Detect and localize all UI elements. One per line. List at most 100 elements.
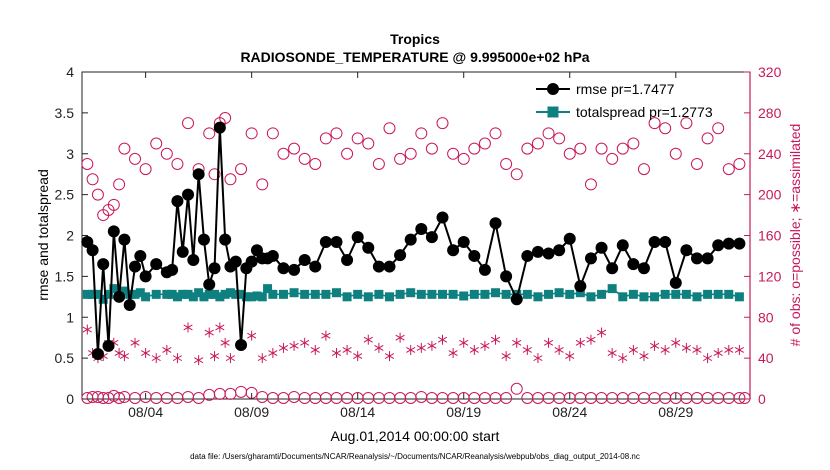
obs-assimilated-point [713, 348, 723, 359]
obs-assimilated-point [141, 348, 151, 359]
obs-possible-point [574, 142, 587, 155]
obs-possible-point [733, 157, 746, 170]
spread-point [188, 292, 198, 302]
rmse-point [118, 233, 131, 246]
rmse-point [606, 262, 619, 275]
spread-point [162, 289, 172, 299]
obs-assimilated-point [395, 332, 405, 343]
obs-possible-point [171, 157, 184, 170]
obs-possible-point [510, 168, 523, 181]
rmse-point [213, 121, 226, 134]
obs-possible-point [107, 198, 120, 211]
obs-assimilated-point [480, 340, 490, 351]
spread-point [215, 292, 225, 302]
obs-possible-point [425, 142, 438, 155]
legend-spread-marker [547, 106, 559, 118]
obs-possible-point [351, 132, 364, 145]
obs-possible-point [160, 147, 173, 160]
y-left-tick-label: 4 [66, 64, 74, 80]
obs-possible-point [521, 142, 534, 155]
spread-point [374, 289, 384, 299]
spread-point [220, 289, 230, 299]
rmse-point [97, 258, 110, 271]
rmse-point [319, 236, 332, 249]
chart-subtitle: RADIOSONDE_TEMPERATURE @ 9.995000e+02 hP… [240, 49, 589, 65]
spread-point [98, 294, 108, 304]
y-right-tick-label: 120 [758, 268, 782, 284]
rmse-point [680, 244, 693, 257]
x-tick-label: 08/19 [446, 404, 481, 420]
obs-possible-point [219, 111, 232, 124]
obs-possible-point [415, 127, 428, 140]
spread-point [199, 292, 209, 302]
obs-possible-point [372, 157, 385, 170]
rmse-point [425, 231, 438, 244]
spread-point [639, 292, 649, 302]
rmse-point [219, 233, 232, 246]
y-right-tick-label: 280 [758, 105, 782, 121]
rmse-point [542, 247, 555, 260]
obs-assimilated-point [204, 327, 214, 338]
y-axis-right-label: # of obs: o=possible; ∗=assimilated [787, 124, 803, 347]
obs-possible-point [542, 127, 555, 140]
obs-possible-point [489, 127, 502, 140]
spread-point [310, 289, 320, 299]
rmse-point [309, 260, 322, 273]
obs-assimilated-point [416, 342, 426, 353]
obs-possible-point [563, 147, 576, 160]
obs-assimilated-point [172, 353, 183, 364]
spread-point [241, 292, 251, 302]
spread-point [252, 291, 262, 301]
y-left-tick-label: 2.5 [55, 187, 75, 203]
obs-assimilated-point [565, 351, 575, 362]
legend-spread-label: totalspread pr=1.2773 [576, 104, 713, 120]
y-axis-left-label: rmse and totalspread [35, 169, 51, 301]
obs-assimilated-point [437, 334, 448, 345]
spread-point [724, 289, 734, 299]
obs-assimilated-point [82, 324, 92, 335]
obs-assimilated-point [225, 353, 236, 364]
spread-point [703, 289, 713, 299]
obs-possible-point [245, 127, 258, 140]
spread-point [618, 292, 628, 302]
obs-assimilated-point [639, 351, 649, 362]
rmse-point [627, 258, 640, 271]
data-file-footer: data file: /Users/gharamti/Documents/NCA… [190, 452, 640, 461]
obs-possible-point [256, 178, 269, 191]
spread-point [671, 289, 681, 299]
obs-possible-point [182, 117, 195, 130]
rmse-point [107, 225, 120, 238]
spread-point [469, 289, 479, 299]
rmse-point [712, 239, 725, 252]
rmse-point [91, 348, 104, 361]
obs-assimilated-point [469, 344, 479, 355]
rmse-point [150, 258, 163, 271]
spread-point [167, 289, 177, 299]
rmse-point [616, 239, 629, 252]
obs-assimilated-point [209, 351, 220, 362]
obs-assimilated-point [374, 342, 384, 353]
obs-possible-point [288, 142, 301, 155]
spread-point [607, 284, 617, 294]
x-tick-label: 08/14 [340, 404, 375, 420]
rmse-point [468, 249, 481, 262]
spread-point [406, 288, 416, 298]
obs-assimilated-point [215, 322, 225, 333]
rmse-point [176, 245, 189, 258]
spread-point [178, 289, 188, 299]
obs-possible-point [712, 122, 725, 135]
y-right-tick-label: 240 [758, 146, 782, 162]
obs-possible-point [669, 147, 682, 160]
spread-point [734, 292, 744, 302]
y-left-tick-label: 0 [66, 391, 74, 407]
rmse-point [457, 236, 470, 249]
spread-point [257, 292, 267, 302]
obs-assimilated-point [247, 330, 257, 341]
obs-count-near-zero-point [733, 391, 746, 404]
obs-possible-point [627, 137, 640, 150]
rmse-point [553, 244, 566, 257]
obs-assimilated-point [649, 340, 660, 351]
x-tick-label: 08/24 [552, 404, 587, 420]
spread-point [331, 288, 341, 298]
obs-possible-point [447, 147, 460, 160]
